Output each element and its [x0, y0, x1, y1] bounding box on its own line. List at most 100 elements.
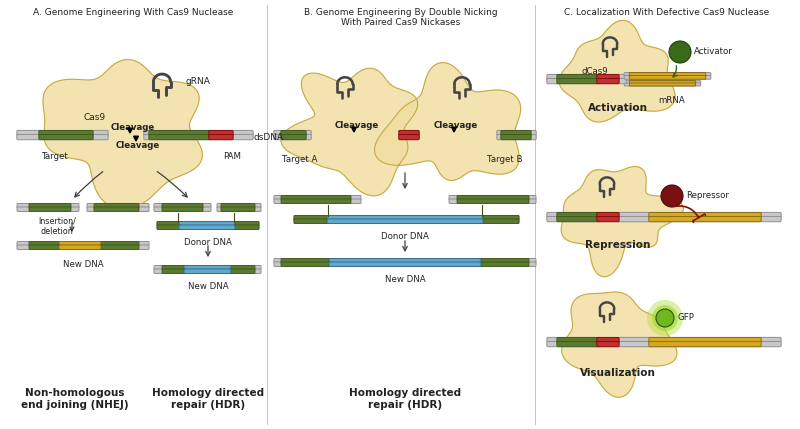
FancyBboxPatch shape [547, 341, 781, 347]
FancyBboxPatch shape [87, 203, 149, 208]
FancyBboxPatch shape [399, 130, 419, 136]
FancyBboxPatch shape [29, 242, 61, 246]
Text: Activator: Activator [694, 48, 733, 57]
FancyBboxPatch shape [39, 130, 93, 136]
FancyBboxPatch shape [624, 83, 701, 86]
Text: Donor DNA: Donor DNA [381, 232, 429, 241]
Text: Homology directed
repair (HDR): Homology directed repair (HDR) [152, 388, 264, 410]
FancyBboxPatch shape [547, 337, 781, 343]
FancyBboxPatch shape [399, 134, 419, 140]
FancyBboxPatch shape [17, 130, 108, 136]
FancyBboxPatch shape [99, 245, 139, 250]
Text: Repressor: Repressor [686, 191, 729, 200]
FancyBboxPatch shape [221, 203, 255, 208]
FancyBboxPatch shape [329, 258, 481, 263]
FancyBboxPatch shape [597, 74, 619, 80]
Polygon shape [281, 68, 418, 196]
FancyBboxPatch shape [184, 266, 231, 270]
FancyBboxPatch shape [281, 134, 306, 140]
Text: Visualization: Visualization [580, 368, 656, 378]
FancyBboxPatch shape [501, 130, 531, 136]
FancyBboxPatch shape [99, 242, 139, 246]
FancyBboxPatch shape [274, 134, 311, 140]
FancyBboxPatch shape [94, 203, 139, 208]
FancyBboxPatch shape [17, 203, 79, 208]
FancyBboxPatch shape [557, 74, 599, 80]
Text: Target B: Target B [487, 155, 522, 164]
FancyBboxPatch shape [274, 130, 311, 136]
FancyBboxPatch shape [497, 130, 536, 136]
Text: Non-homologous
end joining (NHEJ): Non-homologous end joining (NHEJ) [21, 388, 129, 410]
Text: Insertion/
deletion: Insertion/ deletion [38, 216, 76, 236]
FancyBboxPatch shape [274, 258, 536, 263]
FancyBboxPatch shape [629, 76, 706, 79]
FancyBboxPatch shape [157, 225, 181, 230]
Text: Repression: Repression [586, 240, 650, 250]
FancyBboxPatch shape [479, 262, 529, 266]
FancyBboxPatch shape [281, 196, 351, 200]
FancyBboxPatch shape [17, 245, 149, 250]
FancyBboxPatch shape [449, 199, 536, 203]
FancyBboxPatch shape [399, 130, 419, 136]
FancyBboxPatch shape [547, 74, 626, 80]
Text: New DNA: New DNA [385, 275, 426, 284]
FancyBboxPatch shape [481, 219, 519, 224]
Text: Cleavage: Cleavage [434, 121, 478, 130]
FancyBboxPatch shape [233, 221, 259, 226]
Polygon shape [134, 136, 138, 141]
FancyBboxPatch shape [154, 266, 261, 270]
FancyBboxPatch shape [597, 212, 619, 218]
FancyBboxPatch shape [154, 207, 211, 211]
FancyBboxPatch shape [481, 215, 519, 220]
Polygon shape [451, 127, 456, 132]
FancyBboxPatch shape [281, 199, 351, 203]
FancyBboxPatch shape [624, 73, 711, 76]
FancyBboxPatch shape [274, 262, 536, 266]
FancyBboxPatch shape [457, 199, 529, 203]
Text: New DNA: New DNA [188, 282, 228, 291]
Text: Cleavage: Cleavage [111, 124, 155, 133]
FancyBboxPatch shape [274, 196, 361, 200]
Text: Donor DNA: Donor DNA [184, 238, 232, 247]
Circle shape [661, 185, 683, 207]
FancyBboxPatch shape [162, 203, 203, 208]
FancyBboxPatch shape [449, 196, 536, 200]
FancyBboxPatch shape [327, 219, 483, 224]
FancyBboxPatch shape [294, 215, 329, 220]
FancyBboxPatch shape [630, 81, 696, 84]
FancyBboxPatch shape [94, 207, 139, 211]
FancyBboxPatch shape [597, 341, 619, 347]
FancyBboxPatch shape [597, 337, 619, 343]
Text: Cas9: Cas9 [84, 114, 106, 123]
FancyBboxPatch shape [39, 134, 93, 140]
FancyBboxPatch shape [149, 130, 211, 136]
Polygon shape [128, 128, 133, 133]
FancyBboxPatch shape [233, 225, 259, 230]
FancyBboxPatch shape [157, 221, 181, 226]
FancyBboxPatch shape [329, 262, 481, 266]
FancyBboxPatch shape [162, 266, 186, 270]
FancyBboxPatch shape [457, 196, 529, 200]
FancyBboxPatch shape [294, 215, 519, 220]
FancyBboxPatch shape [294, 219, 329, 224]
FancyBboxPatch shape [144, 134, 253, 140]
FancyBboxPatch shape [597, 79, 619, 84]
FancyBboxPatch shape [557, 341, 599, 347]
Polygon shape [352, 127, 357, 132]
FancyBboxPatch shape [179, 225, 235, 230]
FancyBboxPatch shape [547, 79, 626, 84]
FancyBboxPatch shape [327, 215, 483, 220]
FancyBboxPatch shape [624, 76, 711, 79]
FancyBboxPatch shape [629, 73, 706, 76]
FancyBboxPatch shape [209, 134, 233, 140]
FancyBboxPatch shape [154, 269, 261, 274]
Text: Cleavage: Cleavage [335, 121, 379, 130]
FancyBboxPatch shape [281, 130, 306, 136]
Circle shape [669, 41, 691, 63]
Text: Activation: Activation [588, 103, 648, 113]
Text: GFP: GFP [678, 314, 695, 323]
FancyBboxPatch shape [59, 245, 101, 250]
FancyBboxPatch shape [649, 212, 761, 218]
FancyBboxPatch shape [209, 130, 233, 136]
Text: dCas9: dCas9 [582, 67, 608, 76]
